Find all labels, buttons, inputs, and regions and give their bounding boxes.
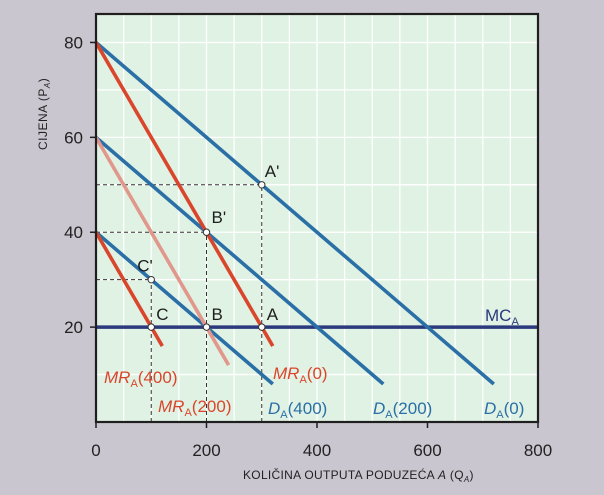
point-marker	[147, 323, 155, 331]
x-tick-label: 400	[303, 441, 331, 460]
y-axis-label-sub: A	[43, 82, 52, 89]
points: A B C A' B' C'	[137, 162, 279, 331]
x-axis-label: KOLIČINA OUTPUTA PODUZEĆA A (QA)	[243, 467, 474, 484]
curve-d-0	[94, 41, 495, 386]
curve-label-d400: DA(400)	[268, 399, 327, 421]
curve-label-d0: DA(0)	[484, 399, 524, 421]
curve-d-400	[94, 230, 274, 386]
y-axis-label-main: CIJENA (P	[36, 88, 50, 150]
x-axis-label-close: )	[469, 468, 473, 482]
axes-frame	[90, 12, 540, 428]
point-label: B'	[212, 208, 227, 227]
curve-d-200	[94, 135, 385, 386]
x-axis-label-main: KOLIČINA OUTPUTA PODUZEĆA	[243, 467, 438, 482]
curve-label-mr200: MRA(200)	[158, 397, 231, 419]
x-tick-label: 600	[413, 441, 441, 460]
curve-label-d200: DA(200)	[373, 399, 432, 421]
point-marker	[258, 181, 266, 189]
point-marker	[202, 228, 211, 236]
curves	[94, 41, 538, 386]
point-marker	[258, 323, 266, 331]
curve-label-mr0: MRA(0)	[273, 364, 328, 386]
x-axis-label-sub: A	[463, 475, 470, 484]
y-axis-label: CIJENA (PA)	[36, 78, 52, 150]
y-tick-label: 20	[64, 318, 83, 337]
y-tick-label: 60	[64, 128, 83, 147]
point-label: C'	[137, 257, 153, 276]
x-tick-label: 200	[192, 441, 220, 460]
y-tick-label: 80	[64, 33, 83, 52]
point-label: A'	[265, 162, 280, 181]
point-label: A	[267, 305, 279, 324]
y-axis-label-close: )	[36, 78, 50, 83]
curve-mr-0	[94, 41, 275, 347]
y-tick-label: 40	[64, 223, 83, 242]
curve-label-mr400: MRA(400)	[104, 368, 177, 390]
curve-label-mc: MCA	[485, 306, 519, 328]
curve-labels: DA(0) DA(200) DA(400) MRA(0) MRA(200) MRA(400…	[104, 306, 524, 421]
point-label: C	[156, 305, 168, 324]
x-tick-label: 800	[524, 441, 552, 460]
point-marker	[202, 323, 211, 331]
point-marker	[147, 275, 155, 284]
x-axis-label-q: (Q	[446, 468, 464, 482]
tick-labels: 0 200 400 600 800 20 40 60 80	[64, 33, 552, 460]
x-tick-label: 0	[91, 441, 100, 460]
point-label: B	[212, 305, 223, 324]
x-axis-label-var: A	[437, 468, 446, 482]
